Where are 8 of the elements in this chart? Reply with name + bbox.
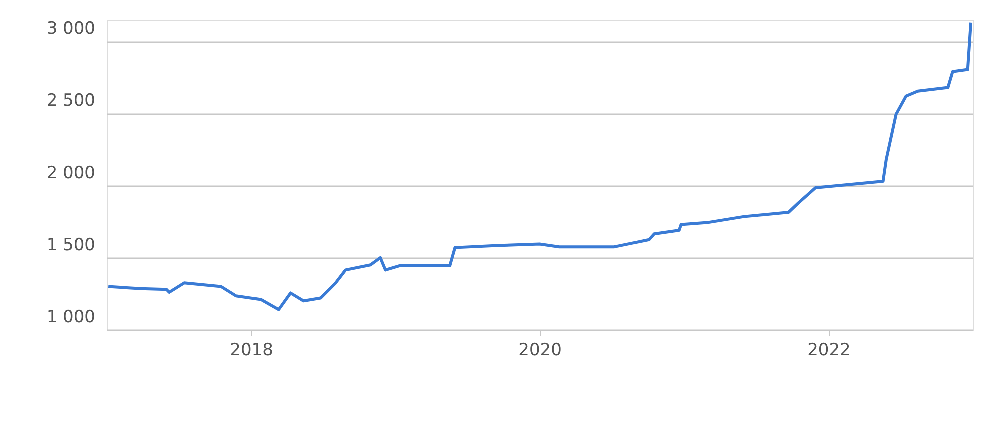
y-tick-label: 1 000 (46, 308, 96, 328)
x-tick-label: 2018 (230, 340, 274, 360)
x-tick-label: 2020 (518, 340, 562, 360)
x-tick-label: 2022 (808, 340, 851, 360)
y-tick-label: 2 000 (46, 163, 96, 184)
y-tick-label: 1 500 (46, 235, 96, 256)
y-tick-label: 3 000 (46, 19, 96, 40)
y-tick-label: 2 500 (46, 91, 96, 112)
